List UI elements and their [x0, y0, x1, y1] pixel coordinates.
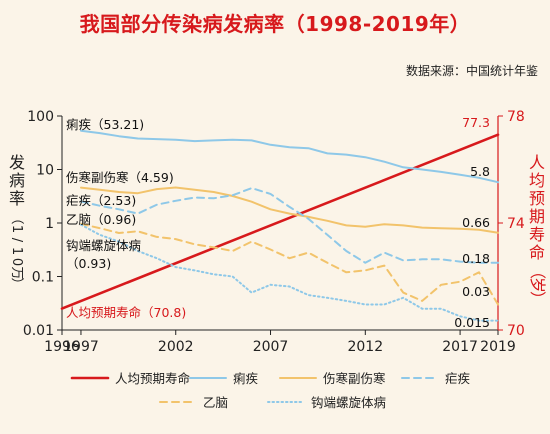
left-axis-label-char: 率 [9, 189, 25, 208]
series-end-label: 0.03 [462, 284, 490, 299]
legend-label: 伤寒副伤寒 [323, 371, 386, 386]
left-axis-label-char: （ [9, 211, 24, 224]
series-line-痢疾 [80, 129, 499, 184]
legend-label: 疟疾 [445, 371, 471, 386]
legend-label: 钩端螺旋体病 [311, 395, 386, 410]
legend-label: 乙脑 [203, 395, 228, 410]
series-end-label: 0.66 [462, 215, 490, 230]
right-axis-label-char: （ [528, 263, 547, 279]
data-source: 数据来源：中国统计年鉴 [405, 64, 538, 78]
left-axis-label-char: 0 [9, 258, 24, 266]
left-tick-label: 1 [45, 216, 54, 232]
series-end-label: 0.015 [454, 315, 490, 330]
x-tick-label: 2007 [253, 339, 289, 355]
right-axis-label-char: 期 [529, 207, 545, 226]
series-line-人均预期寿命 [60, 133, 500, 310]
x-tick-label: 2012 [347, 339, 383, 355]
left-tick-label: 0.1 [32, 270, 54, 286]
series-start-label: 人均预期寿命（70.8) [66, 305, 186, 320]
left-axis-label-char: 1 [9, 225, 24, 233]
left-axis-label-char: ） [9, 277, 24, 290]
series-start-label: 钩端螺旋体病 [66, 238, 141, 253]
right-axis-label-char: 人 [529, 153, 545, 172]
series-start-label: （0.93) [66, 256, 111, 271]
legend-label: 痢疾 [233, 371, 259, 386]
x-tick-label: 2002 [158, 339, 194, 355]
left-axis-label-char: 病 [9, 171, 25, 190]
right-axis-label-char: 命 [529, 243, 545, 262]
chart-title: 我国部分传染病发病率（1998-2019年） [79, 12, 471, 36]
series-line-钩端螺旋体病 [80, 223, 499, 322]
right-axis-label-char: 均 [529, 171, 545, 190]
series-end-label: 77.3 [462, 115, 490, 130]
series-line-疟疾 [80, 187, 499, 264]
left-tick-label: 100 [27, 109, 54, 125]
series-start-label: 痢疾（53.21) [66, 117, 144, 132]
right-tick-label: 70 [507, 323, 525, 339]
left-tick-label: 0.01 [23, 323, 54, 339]
right-axis-label-char: 岁 [528, 277, 547, 293]
x-tick-label: 2017 [442, 339, 478, 355]
right-axis-label-char: ） [528, 291, 547, 307]
series-start-label: 疟疾（2.53) [66, 193, 136, 208]
x-tick-label: 1996 [44, 339, 80, 355]
series-end-label: 0.18 [462, 251, 490, 266]
series-end-label: 5.8 [470, 164, 490, 179]
series-start-label: 伤寒副伤寒（4.59) [66, 170, 174, 185]
left-axis-label-char: 发 [9, 153, 25, 172]
x-tick-label: 2019 [480, 339, 516, 355]
left-axis-label-char: 万 [9, 266, 24, 279]
series-line-乙脑 [80, 222, 499, 306]
series-line-伤寒副伤寒 [80, 186, 499, 234]
right-tick-label: 78 [507, 109, 525, 125]
x-tick-label: 1997 [63, 339, 99, 355]
left-axis-label-char: 1 [9, 247, 24, 255]
series-start-label: 乙脑（0.96) [66, 212, 136, 227]
left-axis-label-char: / [9, 238, 24, 243]
right-axis-label-char: 寿 [529, 225, 545, 244]
right-tick-label: 74 [507, 216, 525, 232]
right-axis-label-char: 预 [529, 189, 545, 208]
legend-label: 人均预期寿命 [115, 371, 191, 386]
left-tick-label: 10 [36, 163, 54, 179]
